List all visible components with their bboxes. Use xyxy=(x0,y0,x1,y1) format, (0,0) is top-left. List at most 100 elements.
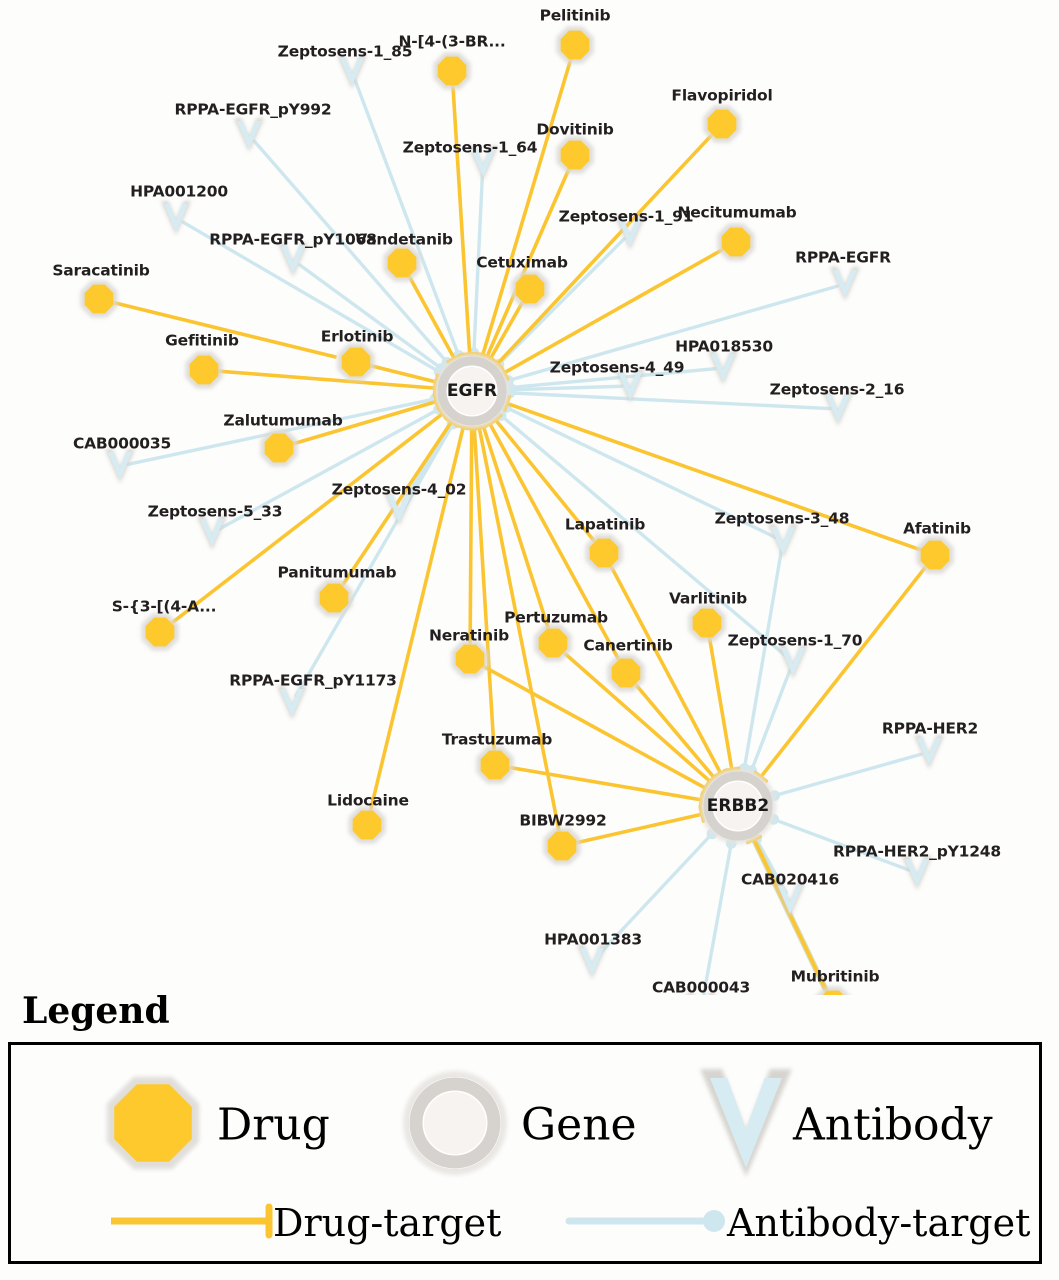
drug-label: BIBW2992 xyxy=(519,811,607,830)
drug-node[interactable] xyxy=(141,613,179,651)
antibody-node[interactable] xyxy=(468,146,498,180)
antibody-node[interactable] xyxy=(161,201,191,235)
antibody-node[interactable] xyxy=(577,945,607,979)
legend-svg xyxy=(106,1069,792,1239)
antibody-label: HPA001200 xyxy=(130,182,228,201)
antibody-label: Zeptosens-3_48 xyxy=(714,509,850,528)
drug-label: S-{3-[(4-A... xyxy=(111,597,217,616)
antibody-label: HPA001383 xyxy=(544,930,642,949)
antibody-node[interactable] xyxy=(105,449,135,483)
drug-node[interactable] xyxy=(556,136,594,174)
legend-edge-glyphs xyxy=(111,1203,725,1239)
drug-node[interactable] xyxy=(585,534,623,572)
drug-node[interactable] xyxy=(315,579,353,617)
antibody-node[interactable] xyxy=(615,369,645,403)
gene-node[interactable] xyxy=(434,353,510,429)
antibody-node[interactable] xyxy=(277,686,307,720)
antibody-node[interactable] xyxy=(197,516,227,550)
drug-label: Neratinib xyxy=(429,626,509,645)
drug-label: Varlitinib xyxy=(668,589,748,608)
antibody-node[interactable] xyxy=(337,55,367,89)
antibody-node[interactable] xyxy=(902,856,932,890)
gene-node-layer[interactable] xyxy=(434,353,776,844)
drug-label: Cetuximab xyxy=(476,253,568,272)
drug-label: Panitumumab xyxy=(277,563,397,582)
antibody-node[interactable] xyxy=(234,118,264,152)
drug-label: Lidocaine xyxy=(327,791,409,810)
antibody-node[interactable] xyxy=(823,392,853,426)
drug-node[interactable] xyxy=(688,604,726,642)
antibody-label: Zeptosens-2_16 xyxy=(769,380,905,399)
drug-node[interactable] xyxy=(383,244,421,282)
drug-node[interactable] xyxy=(80,280,118,318)
antibody-label: Zeptosens-1_64 xyxy=(402,138,538,157)
gene-label: EGFR xyxy=(446,381,498,401)
legend-antibody-label: Antibody xyxy=(793,1099,993,1151)
antibody-label: Zeptosens-5_33 xyxy=(147,502,283,521)
drug-node[interactable] xyxy=(337,343,375,381)
drug-label: Necitumumab xyxy=(677,203,797,222)
drug-label: Vandetanib xyxy=(355,230,453,249)
legend: Legend Drug Gene Antibody Drug-target Antibo… xyxy=(0,990,1059,1280)
antibody-label: RPPA-HER2_pY1248 xyxy=(833,842,1001,861)
legend-shape-glyphs xyxy=(106,1069,792,1177)
gene-node[interactable] xyxy=(700,768,776,844)
drug-node[interactable] xyxy=(260,429,298,467)
drug-label: Saracatinib xyxy=(52,261,150,280)
drug-node[interactable] xyxy=(185,351,223,389)
drug-label: Erlotinib xyxy=(320,327,394,346)
drug-node[interactable] xyxy=(607,654,645,692)
drug-label: Afatinib xyxy=(903,519,971,538)
drug-node[interactable] xyxy=(511,270,549,308)
drug-node[interactable] xyxy=(703,105,741,143)
drug-node[interactable] xyxy=(916,536,954,574)
antibody-label: CAB000035 xyxy=(72,434,172,453)
drug-node[interactable] xyxy=(717,223,755,261)
antibody-node[interactable] xyxy=(384,492,414,526)
gene-label: ERBB2 xyxy=(706,796,770,816)
drug-label: Canertinib xyxy=(583,636,673,655)
drug-label: Zalutumumab xyxy=(223,411,343,430)
drug-label: Dovitinib xyxy=(536,120,614,139)
antibody-node[interactable] xyxy=(768,524,798,558)
drug-node-layer[interactable] xyxy=(80,26,954,995)
antibody-label: RPPA-EGFR_pY992 xyxy=(174,100,332,119)
antibody-node[interactable] xyxy=(775,883,805,917)
drug-node[interactable] xyxy=(348,806,386,844)
drug-node[interactable] xyxy=(815,986,852,995)
antibody-node[interactable] xyxy=(615,216,645,250)
drug-label: Pertuzumab xyxy=(504,608,608,627)
antibody-label: CAB000043 xyxy=(651,978,751,997)
antibody-label: HPA018530 xyxy=(675,337,773,356)
antibody-label: Zeptosens-4_49 xyxy=(549,358,685,377)
network-svg[interactable] xyxy=(0,0,1059,995)
antibody-node[interactable] xyxy=(708,351,738,385)
drug-label: Flavopiridol xyxy=(671,86,773,105)
drug-node[interactable] xyxy=(451,640,489,678)
legend-antibody-target-label: Antibody-target xyxy=(727,1201,1031,1245)
antibody-node[interactable] xyxy=(686,993,716,995)
antibody-node[interactable] xyxy=(778,645,808,679)
antibody-node-layer[interactable] xyxy=(105,55,944,995)
antibody-node[interactable] xyxy=(830,267,860,301)
drug-node[interactable] xyxy=(476,746,514,784)
drug-node[interactable] xyxy=(433,52,471,90)
legend-gene-label: Gene xyxy=(521,1099,637,1151)
drug-node[interactable] xyxy=(543,827,581,865)
legend-drug-target-label: Drug-target xyxy=(273,1201,502,1245)
drug-label: Pelitinib xyxy=(539,6,611,25)
antibody-node[interactable] xyxy=(914,735,944,769)
drug-label: Trastuzumab xyxy=(441,730,553,749)
drug-node[interactable] xyxy=(556,26,594,64)
antibody-label: RPPA-EGFR_pY1173 xyxy=(229,671,397,690)
antibody-label: Zeptosens-1_70 xyxy=(727,631,863,650)
legend-title: Legend xyxy=(22,990,170,1032)
network-canvas[interactable]: Zeptosens-1_85 RPPA-EGFR_pY992 HPA001200 Ze… xyxy=(0,0,1059,995)
legend-drug-label: Drug xyxy=(217,1099,330,1151)
antibody-label: Zeptosens-4_02 xyxy=(331,480,467,499)
drug-label: Mubritinib xyxy=(790,967,880,986)
legend-box: Drug Gene Antibody Drug-target Antibody-targ… xyxy=(8,1042,1042,1264)
drug-node[interactable] xyxy=(534,624,572,662)
antibody-node[interactable] xyxy=(278,243,308,277)
